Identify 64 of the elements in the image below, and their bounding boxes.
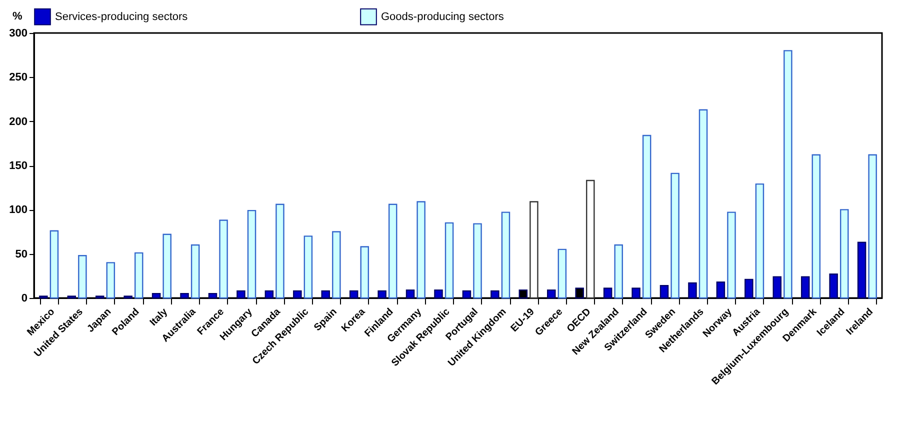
bar	[632, 288, 640, 299]
y-tick-label: 300	[9, 28, 28, 40]
bar	[784, 50, 792, 299]
bar	[247, 210, 256, 299]
bar	[868, 154, 877, 299]
bar	[800, 276, 810, 299]
bar	[264, 290, 274, 299]
y-tick-label: 200	[9, 116, 28, 128]
bar	[660, 285, 669, 299]
y-tick-label: 0	[21, 292, 28, 304]
bar	[190, 244, 200, 299]
bar	[614, 244, 623, 299]
bar	[304, 236, 313, 299]
bar	[332, 231, 341, 299]
bar	[208, 292, 218, 299]
y-tick-label: 50	[15, 248, 28, 260]
bar	[276, 204, 284, 299]
bar	[236, 290, 246, 299]
bar	[546, 289, 556, 299]
bar	[530, 201, 538, 299]
bar	[462, 290, 472, 299]
bar	[558, 248, 567, 299]
bar	[106, 262, 116, 299]
y-tick-label: 150	[9, 160, 28, 172]
bar	[772, 276, 782, 299]
bar	[388, 204, 398, 299]
bar	[642, 134, 652, 299]
bar	[857, 242, 866, 299]
bar	[50, 230, 59, 299]
y-axis-title: %	[12, 10, 22, 22]
bar	[716, 282, 726, 299]
bar	[490, 290, 500, 299]
bar	[321, 290, 330, 299]
legend-label: Goods-producing sectors	[381, 10, 504, 23]
y-tick-label: 100	[9, 204, 28, 216]
y-tick-label: 250	[9, 72, 28, 84]
bar	[134, 252, 144, 299]
bar	[501, 212, 510, 299]
bar	[812, 154, 821, 299]
bar	[416, 201, 426, 299]
bar	[727, 212, 736, 299]
bar	[349, 290, 358, 299]
bar	[698, 109, 708, 299]
bar	[603, 288, 612, 299]
bar	[688, 282, 697, 299]
bar	[406, 289, 415, 299]
bar	[755, 183, 764, 299]
bar	[360, 246, 370, 299]
bar	[180, 292, 189, 299]
bar	[152, 292, 161, 299]
bar	[378, 290, 386, 299]
bar	[78, 255, 87, 299]
legend-label: Services-producing sectors	[55, 10, 188, 23]
bar	[473, 223, 482, 299]
bar	[293, 290, 302, 299]
bar	[744, 278, 754, 299]
bar	[840, 209, 849, 299]
bar	[670, 172, 680, 299]
bar	[219, 220, 228, 299]
bar	[162, 234, 172, 299]
bar	[434, 289, 443, 299]
bar	[586, 180, 595, 299]
bar	[829, 274, 838, 299]
bar	[444, 222, 454, 299]
